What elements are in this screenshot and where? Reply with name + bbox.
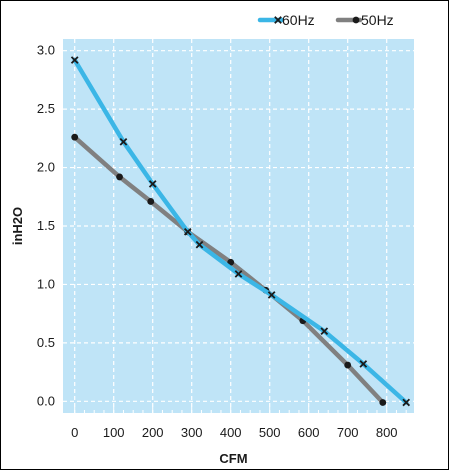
- legend-marker-50hz: [352, 16, 360, 24]
- x-tick-label: 100: [103, 425, 125, 440]
- data-point-60hz: [320, 327, 329, 336]
- data-point-60hz: [195, 240, 204, 249]
- data-point-60hz: [234, 270, 243, 278]
- y-tick-label: 3.0: [37, 43, 55, 58]
- x-tick-label: 400: [220, 425, 242, 440]
- legend-label-50hz: 50Hz: [361, 12, 394, 28]
- x-tick-label: 800: [376, 425, 398, 440]
- x-tick-label: 0: [71, 425, 78, 440]
- x-tick-label: 600: [298, 425, 320, 440]
- legend-label-60hz: 60Hz: [282, 12, 315, 28]
- y-tick-label: 2.0: [37, 160, 55, 175]
- data-point-60hz: [119, 138, 128, 146]
- data-point-50hz: [71, 133, 79, 141]
- x-tick-label: 700: [337, 425, 359, 440]
- y-tick-label: 0.5: [37, 335, 55, 350]
- x-axis-title: CFM: [219, 451, 247, 466]
- y-tick-label: 1.0: [37, 276, 55, 291]
- data-point-50hz: [344, 361, 352, 369]
- x-tick-label: 200: [142, 425, 164, 440]
- data-point-50hz: [379, 399, 387, 406]
- data-point-60hz: [70, 56, 79, 64]
- series-line-60hz: [72, 57, 409, 405]
- data-point-60hz: [148, 180, 157, 188]
- y-axis-title: inH2O: [10, 207, 25, 245]
- data-point-50hz: [227, 258, 235, 266]
- data-point-60hz: [359, 360, 368, 368]
- x-tick-label: 300: [181, 425, 203, 440]
- y-tick-label: 0.0: [37, 393, 55, 408]
- x-tick-label: 500: [259, 425, 281, 440]
- data-point-60hz: [402, 398, 411, 407]
- data-point-60hz: [183, 228, 192, 236]
- y-tick-label: 2.5: [37, 101, 55, 116]
- data-point-60hz: [267, 291, 276, 299]
- data-point-50hz: [116, 173, 123, 181]
- data-point-50hz: [147, 198, 155, 205]
- y-tick-label: 1.5: [37, 218, 55, 233]
- legend-marker-60hz: [274, 16, 282, 24]
